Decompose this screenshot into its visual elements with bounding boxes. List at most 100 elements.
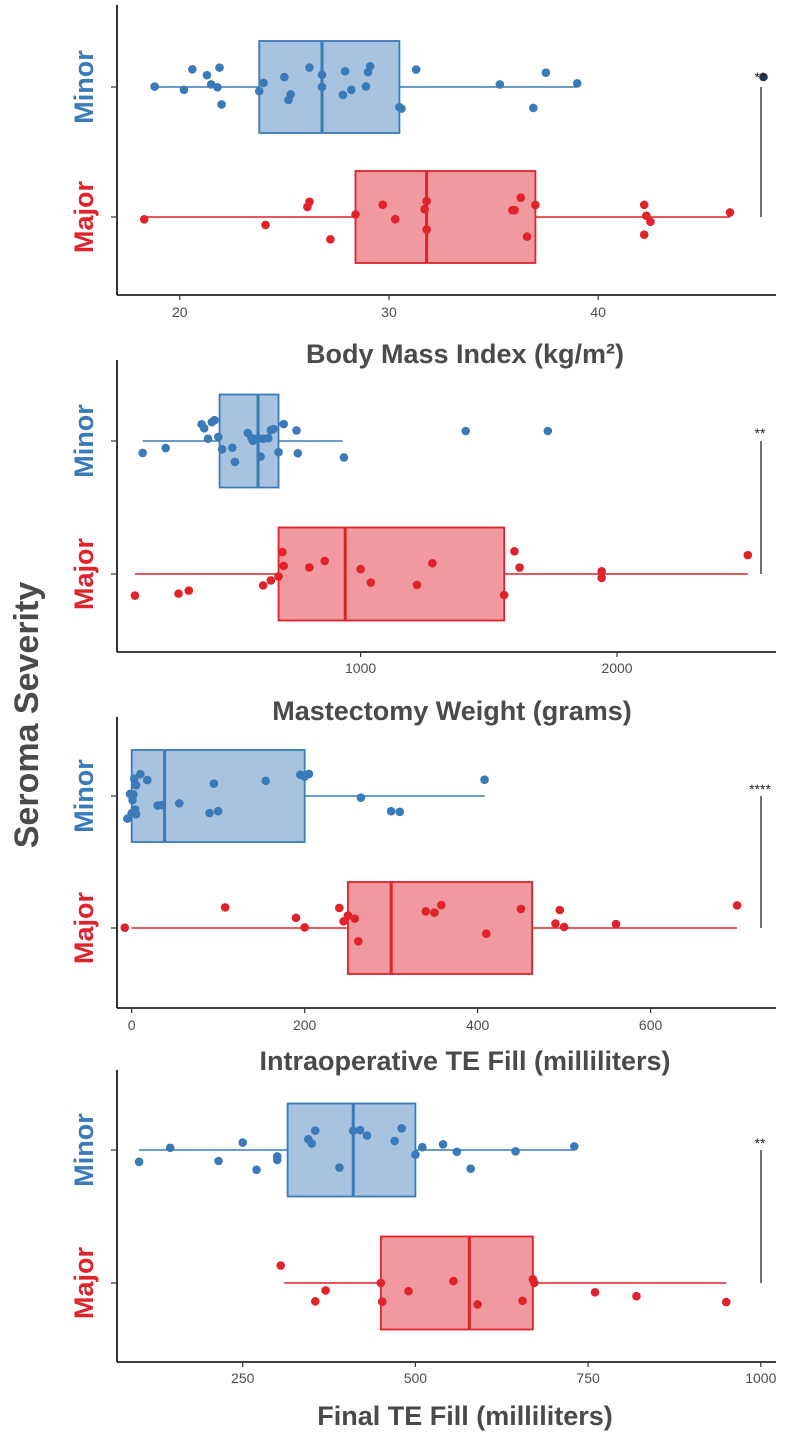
data-point-minor (203, 434, 213, 444)
data-point-major (721, 1297, 731, 1307)
data-point-major (261, 220, 270, 230)
data-point-minor (362, 1131, 372, 1140)
data-point-major (632, 1291, 641, 1301)
data-point-major (481, 929, 491, 939)
x-axis-title-final-te-fill: Final TE Fill (milliliters) (317, 1401, 613, 1431)
box-minor (258, 40, 401, 134)
category-label-minor: Minor (69, 759, 99, 833)
data-point-minor (339, 453, 349, 462)
data-point-major (276, 1261, 286, 1270)
data-point-minor (310, 1126, 320, 1135)
x-tick-label: 20 (172, 304, 188, 320)
panel-mastectomy-weight: Mastectomy Weight (grams) 1000 2000 Minor M… (69, 360, 776, 726)
data-point-major (279, 561, 288, 571)
data-point-minor (365, 62, 375, 71)
x-axis-title-bmi: Body Mass Index (kg/m²) (306, 339, 624, 369)
data-point-major (305, 563, 314, 572)
category-label-minor: Minor (69, 1113, 99, 1187)
data-point-major (422, 225, 431, 234)
data-point-minor (480, 775, 489, 784)
data-point-minor (305, 63, 314, 72)
data-point-major (597, 566, 606, 576)
data-point-major (559, 922, 569, 932)
x-axis-title-intraoperative-te-fill: Intraoperative TE Fill (milliliters) (259, 1046, 670, 1076)
significance-label: ** (755, 69, 766, 85)
data-point-minor (213, 82, 222, 92)
data-point-minor (136, 769, 145, 779)
data-point-major (499, 590, 509, 600)
data-point-major (611, 919, 621, 929)
data-point-minor (495, 80, 505, 89)
data-point-minor (217, 445, 227, 454)
outlier-point-minor (759, 72, 768, 82)
data-point-major (220, 903, 230, 912)
data-point-major (420, 204, 429, 214)
x-axis-title-mastectomy-weight: Mastectomy Weight (grams) (272, 696, 632, 726)
data-point-minor (263, 433, 273, 443)
data-point-minor (261, 776, 271, 786)
data-point-major (518, 1296, 527, 1306)
box-minor (130, 749, 306, 843)
data-point-major (321, 1286, 330, 1295)
data-point-minor (317, 70, 327, 80)
x-tick-label: 200 (293, 1017, 317, 1033)
data-point-minor (209, 779, 219, 788)
data-point-minor (213, 432, 223, 442)
panel-final-te-fill: Final TE Fill (milliliters) 250 500 750 100… (69, 1070, 777, 1431)
data-point-minor (452, 1147, 462, 1157)
data-point-minor (307, 1139, 317, 1148)
x-tick-label: 750 (576, 1370, 600, 1386)
box-major (354, 170, 537, 264)
data-point-major (356, 564, 365, 574)
data-point-minor (150, 82, 159, 91)
category-label-major: Major (69, 181, 99, 254)
data-point-major (531, 200, 540, 210)
data-point-major (274, 572, 283, 581)
data-point-minor (340, 66, 350, 76)
x-tick-label: 1000 (345, 660, 376, 676)
data-point-minor (348, 1126, 358, 1136)
data-point-minor (228, 443, 237, 453)
data-point-major (516, 193, 526, 202)
data-point-major (258, 581, 268, 590)
data-point-minor (280, 72, 289, 82)
data-point-major (353, 937, 363, 946)
data-point-minor (511, 1146, 520, 1156)
data-point-major (291, 913, 301, 923)
data-point-minor (230, 457, 240, 467)
data-point-minor (142, 775, 152, 785)
x-tick-label: 500 (404, 1370, 428, 1386)
data-point-minor (165, 1143, 175, 1153)
data-point-minor (217, 100, 226, 109)
data-point-minor (252, 1165, 261, 1175)
data-point-major (515, 563, 524, 572)
data-point-minor (214, 1156, 223, 1166)
data-point-major (326, 235, 335, 244)
data-point-minor (138, 448, 147, 458)
category-label-major: Major (69, 538, 99, 611)
category-label-major: Major (69, 1247, 99, 1320)
data-point-minor (179, 85, 189, 95)
data-point-major (422, 196, 431, 206)
data-point-minor (259, 78, 268, 88)
significance-label: ** (755, 1135, 766, 1151)
data-point-minor (569, 1142, 579, 1151)
data-point-major (551, 919, 560, 928)
outlier-point-minor (543, 426, 553, 436)
data-point-major (266, 576, 276, 585)
data-point-major (641, 211, 651, 220)
data-point-major (278, 547, 287, 557)
data-point-major (320, 556, 330, 566)
data-point-major (428, 558, 437, 568)
data-point-minor (131, 809, 141, 819)
data-point-major (732, 901, 742, 910)
data-point-minor (272, 1152, 282, 1161)
data-point-minor (254, 86, 264, 96)
data-point-minor (356, 793, 366, 803)
data-point-minor (386, 806, 396, 816)
data-point-major (510, 205, 519, 215)
data-point-minor (293, 448, 303, 458)
x-tick-label: 0 (128, 1017, 136, 1033)
data-point-minor (161, 443, 171, 453)
data-point-major (404, 1286, 413, 1296)
